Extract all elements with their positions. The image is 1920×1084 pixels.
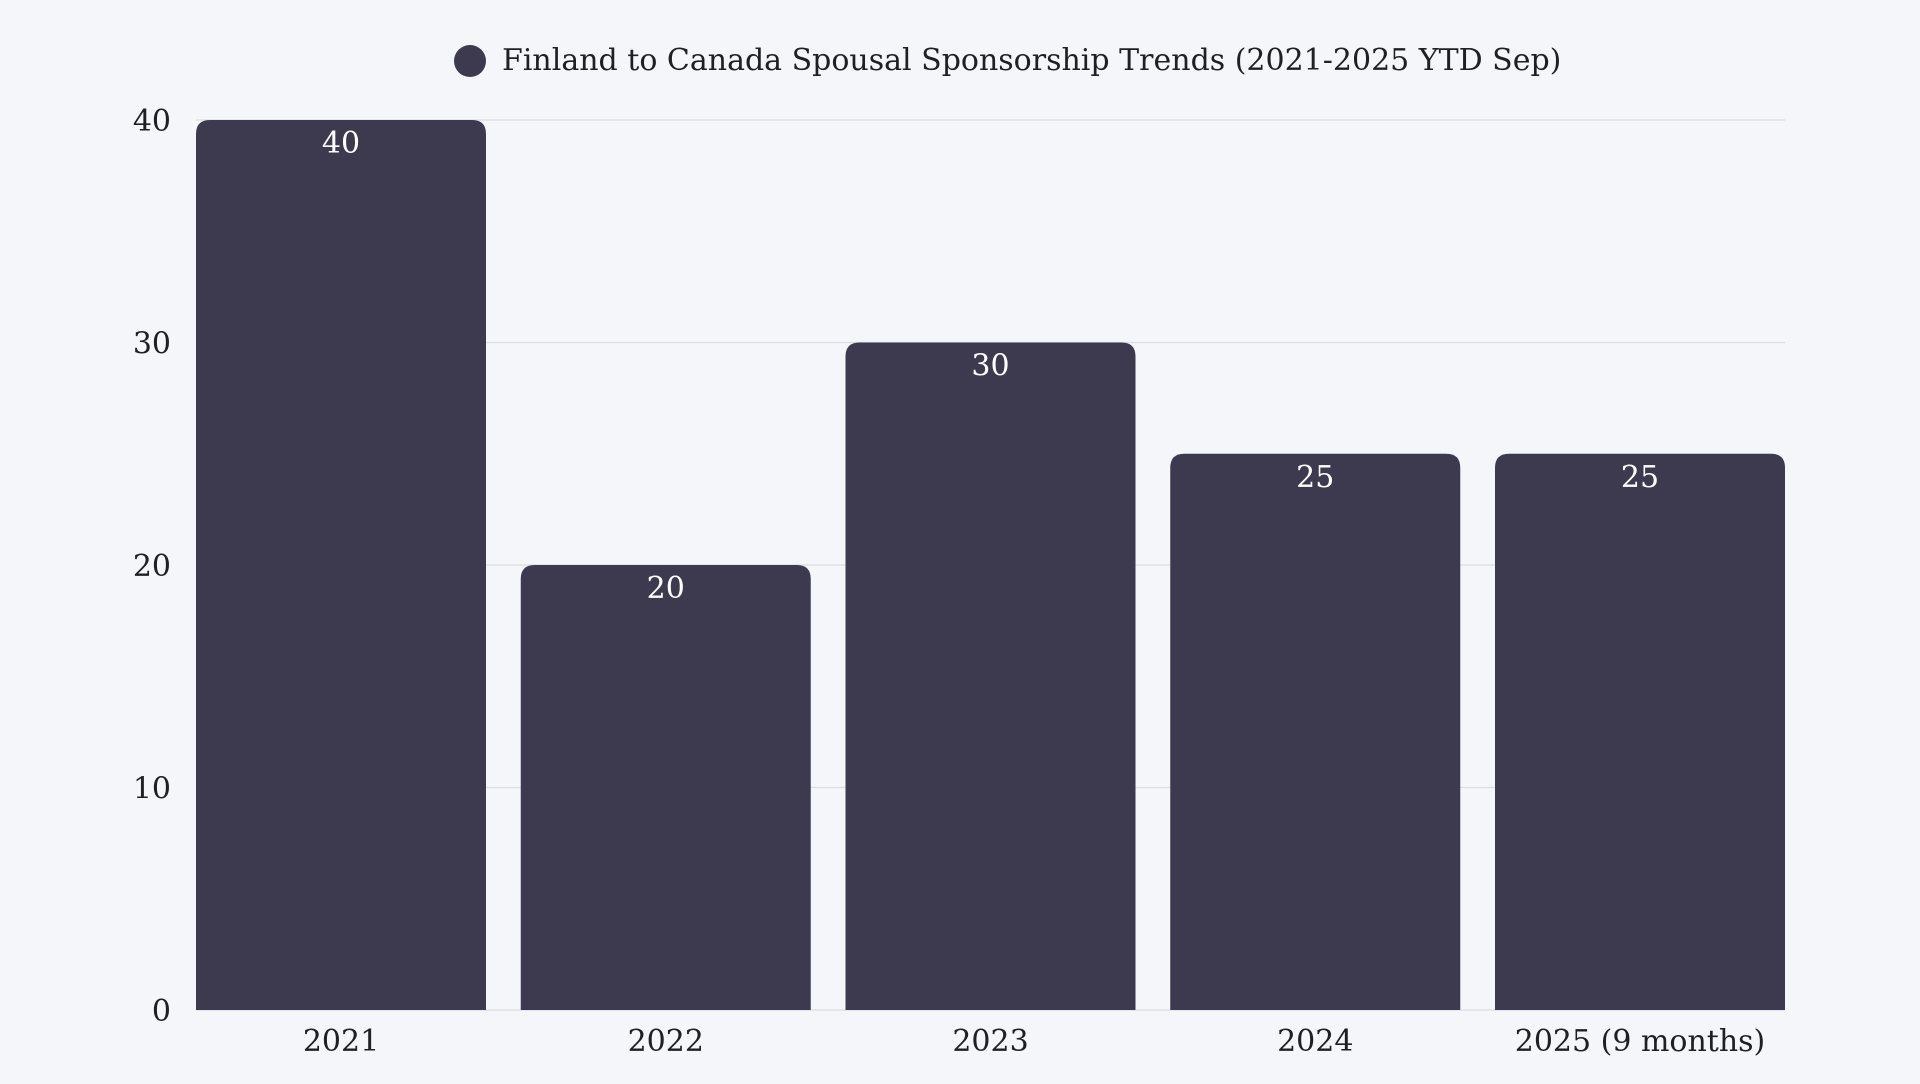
- x-tick-label: 2021: [303, 1024, 379, 1059]
- y-axis-tick-labels: 0 10 20 30 40: [133, 104, 171, 1029]
- bars: 40 20 30 25 25: [196, 120, 1785, 1010]
- bar-2023[interactable]: [845, 342, 1136, 1011]
- bar-2025-9-months-[interactable]: [1495, 453, 1785, 1010]
- legend-label: Finland to Canada Spousal Sponsorship Tr…: [502, 43, 1561, 78]
- x-tick-label: 2025 (9 months): [1515, 1024, 1766, 1059]
- data-label: 25: [1296, 460, 1334, 495]
- bar-2022[interactable]: [520, 565, 811, 1010]
- x-tick-label: 2023: [952, 1024, 1028, 1059]
- data-label: 40: [322, 126, 360, 161]
- bar-2024[interactable]: [1170, 453, 1461, 1010]
- legend[interactable]: Finland to Canada Spousal Sponsorship Tr…: [454, 43, 1561, 78]
- x-tick-label: 2024: [1277, 1024, 1353, 1059]
- data-label: 30: [971, 349, 1009, 384]
- x-axis-tick-labels: 2021 2022 2023 2024 2025 (9 months): [303, 1024, 1765, 1059]
- data-label: 20: [647, 571, 685, 606]
- y-tick-label: 40: [133, 104, 171, 139]
- x-tick-label: 2022: [628, 1024, 704, 1059]
- y-tick-label: 10: [133, 772, 171, 807]
- bar-2021[interactable]: [196, 120, 486, 1010]
- y-tick-label: 20: [133, 549, 171, 584]
- legend-swatch: [454, 45, 486, 77]
- y-tick-label: 0: [152, 994, 171, 1029]
- data-label: 25: [1621, 460, 1659, 495]
- y-tick-label: 30: [133, 327, 171, 362]
